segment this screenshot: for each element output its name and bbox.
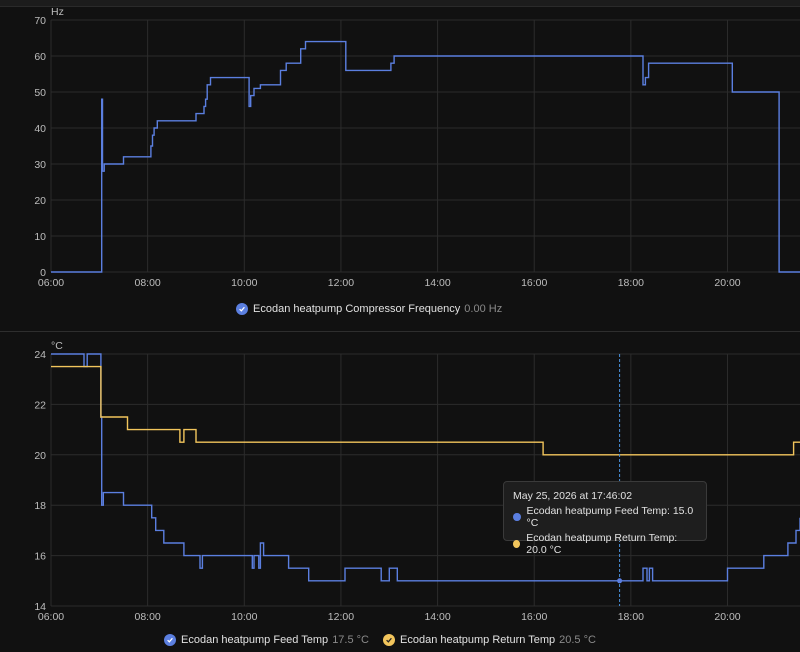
y-tick-label: 18 xyxy=(34,500,46,512)
y-tick-label: 14 xyxy=(34,601,46,613)
legend-item-return-temp[interactable]: Ecodan heatpump Return Temp 20.5 °C xyxy=(383,634,596,646)
legend-value: 17.5 °C xyxy=(332,634,369,646)
y-tick-label: 50 xyxy=(34,87,46,99)
x-tick-label: 14:00 xyxy=(424,277,450,289)
x-tick-label: 12:00 xyxy=(328,611,354,623)
x-tick-label: 08:00 xyxy=(135,611,161,623)
top-bar xyxy=(0,0,800,7)
x-tick-label: 20:00 xyxy=(714,277,740,289)
y-tick-label: 24 xyxy=(34,349,46,361)
y-tick-label: 10 xyxy=(34,231,46,243)
tooltip-row-feed: Ecodan heatpump Feed Temp: 15.0 °C xyxy=(513,505,697,529)
legend-item-feed-temp[interactable]: Ecodan heatpump Feed Temp 17.5 °C xyxy=(164,634,369,646)
legend-label: Ecodan heatpump Feed Temp xyxy=(181,634,329,646)
x-tick-label: 20:00 xyxy=(714,611,740,623)
x-tick-label: 10:00 xyxy=(231,277,257,289)
y-tick-label: 0 xyxy=(40,267,46,279)
x-tick-label: 06:00 xyxy=(38,611,64,623)
x-tick-label: 12:00 xyxy=(328,277,354,289)
legend-label: Ecodan heatpump Compressor Frequency xyxy=(253,303,461,315)
y-tick-label: 40 xyxy=(34,123,46,135)
legend-value: 20.5 °C xyxy=(559,634,596,646)
tooltip-title: May 25, 2026 at 17:46:02 xyxy=(513,490,633,502)
x-tick-label: 18:00 xyxy=(618,277,644,289)
y-tick-label: 70 xyxy=(34,15,46,27)
return-dot-icon xyxy=(513,540,521,548)
y-tick-label: 20 xyxy=(34,195,46,207)
chart-tooltip: May 25, 2026 at 17:46:02 Ecodan heatpump… xyxy=(503,481,707,556)
check-icon xyxy=(164,634,176,646)
series-line-1[interactable] xyxy=(51,365,800,456)
y-tick-label: 20 xyxy=(34,450,46,462)
x-tick-label: 06:00 xyxy=(38,277,64,289)
frequency-legend: Ecodan heatpump Compressor Frequency 0.0… xyxy=(236,303,516,315)
y-axis-unit: Hz xyxy=(51,7,64,18)
y-tick-label: 22 xyxy=(34,399,46,411)
x-tick-label: 16:00 xyxy=(521,277,547,289)
temperature-legend: Ecodan heatpump Feed Temp 17.5 °C Ecodan… xyxy=(164,634,610,646)
check-icon xyxy=(383,634,395,646)
legend-item-frequency[interactable]: Ecodan heatpump Compressor Frequency 0.0… xyxy=(236,303,502,315)
cursor-point xyxy=(617,578,623,584)
x-tick-label: 14:00 xyxy=(424,611,450,623)
series-line-0[interactable] xyxy=(51,40,800,273)
frequency-chart[interactable]: 0 10 20 30 40 50 60 70 06:00 08:00 10:00 12:00 14:00… xyxy=(0,6,800,297)
card-divider xyxy=(0,331,800,332)
x-tick-label: 10:00 xyxy=(231,611,257,623)
y-tick-label: 60 xyxy=(34,51,46,63)
tooltip-return-text: Ecodan heatpump Return Temp: 20.0 °C xyxy=(526,532,678,556)
legend-label: Ecodan heatpump Return Temp xyxy=(400,634,556,646)
feed-dot-icon xyxy=(513,513,521,521)
legend-value: 0.00 Hz xyxy=(464,303,503,315)
tooltip-feed-text: Ecodan heatpump Feed Temp: 15.0 °C xyxy=(526,505,694,529)
y-tick-label: 30 xyxy=(34,159,46,171)
tooltip-row-return: Ecodan heatpump Return Temp: 20.0 °C xyxy=(513,532,697,556)
series-line-0[interactable] xyxy=(51,353,800,582)
x-tick-label: 08:00 xyxy=(135,277,161,289)
frequency-card: 0 10 20 30 40 50 60 70 06:00 08:00 10:00 12:00 14:00… xyxy=(0,6,800,331)
y-tick-label: 16 xyxy=(34,551,46,563)
x-tick-label: 16:00 xyxy=(521,611,547,623)
check-icon xyxy=(236,303,248,315)
x-tick-label: 18:00 xyxy=(618,611,644,623)
y-axis-unit: °C xyxy=(51,340,63,352)
